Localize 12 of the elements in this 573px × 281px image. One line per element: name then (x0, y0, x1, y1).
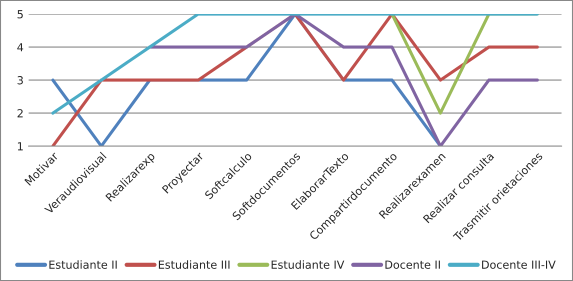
legend-label: Docente II (385, 260, 440, 269)
y-tick-label: 2 (18, 109, 23, 118)
y-tick-label: 3 (18, 76, 23, 84)
line-series (51, 14, 539, 115)
legend-label: Estudiante III (158, 260, 230, 269)
legend-label: Estudiante IV (272, 260, 344, 269)
y-tick-label: 1 (18, 142, 23, 150)
legend-label: Docente III-IV (482, 260, 556, 269)
y-tick-label: 4 (17, 43, 24, 52)
line-series (148, 14, 539, 146)
legend-label: Estudiante II (49, 260, 117, 269)
y-tick-label: 5 (18, 10, 23, 18)
